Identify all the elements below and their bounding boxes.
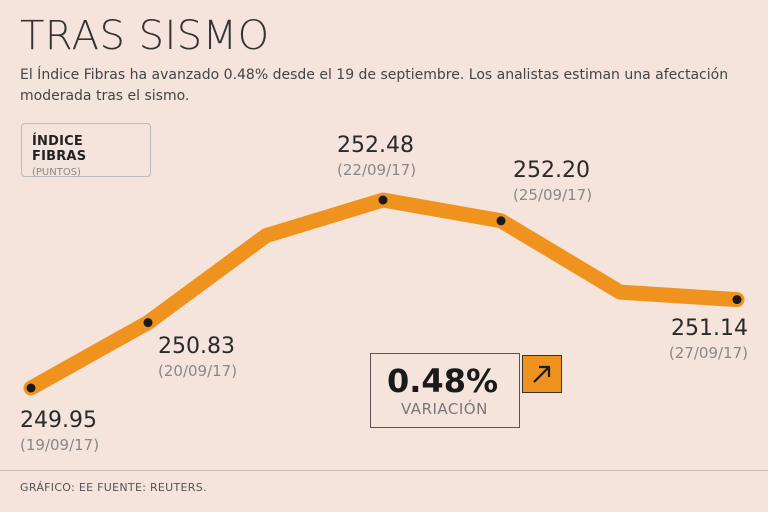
data-date-label: (19/09/17): [20, 436, 99, 454]
data-value-label: 249.95: [20, 408, 97, 433]
variation-box: 0.48% VARIACIÓN: [370, 353, 520, 428]
index-label-box: ÍNDICE FIBRAS (PUNTOS): [21, 123, 151, 178]
chart-subtitle: El Índice Fibras ha avanzado 0.48% desde…: [20, 67, 729, 104]
chart-title: TRAS SISMO: [20, 13, 270, 59]
index-unit: (PUNTOS): [32, 167, 81, 178]
data-date-label: (25/09/17): [513, 186, 592, 204]
data-point: [378, 195, 388, 205]
data-point: [732, 295, 742, 305]
data-value-label: 252.20: [513, 158, 590, 183]
data-date-label: (22/09/17): [337, 161, 416, 179]
data-value-label: 251.14: [671, 316, 748, 341]
data-date-label: (20/09/17): [158, 362, 237, 380]
data-value-label: 252.48: [337, 133, 414, 158]
footer-credit: GRÁFICO: EE FUENTE: REUTERS.: [20, 481, 207, 494]
data-point: [496, 216, 506, 226]
data-value-label: 250.83: [158, 334, 235, 359]
variation-value: 0.48%: [387, 362, 499, 400]
index-name: ÍNDICE FIBRAS: [32, 134, 87, 164]
variation-label: VARIACIÓN: [401, 400, 488, 418]
arrow-up-right-icon: [522, 355, 562, 393]
data-point: [143, 318, 153, 328]
footer-divider: [0, 470, 768, 471]
data-date-label: (27/09/17): [669, 344, 748, 362]
data-point: [26, 383, 36, 393]
